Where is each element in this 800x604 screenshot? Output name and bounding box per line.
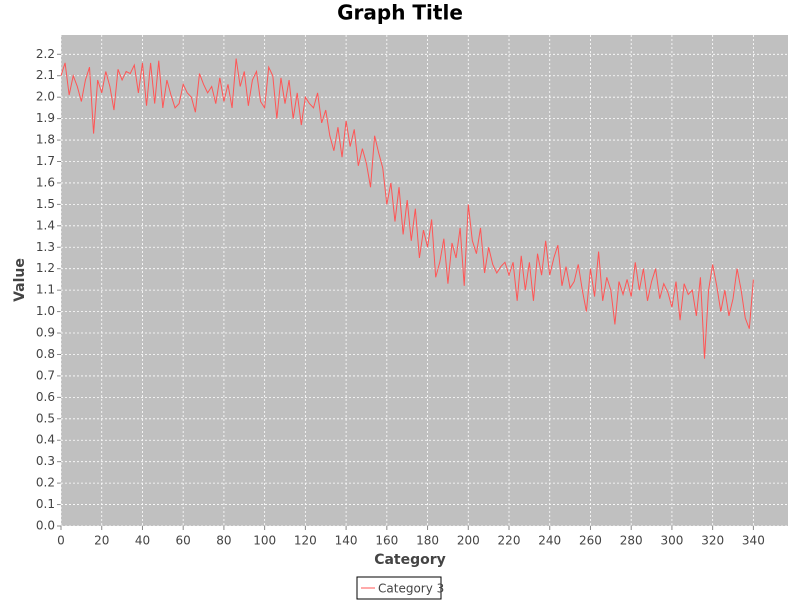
x-tick-label: 20: [94, 534, 109, 548]
y-tick-label: 1.4: [36, 218, 55, 232]
y-tick-label: 0.4: [36, 433, 55, 447]
x-tick-label: 280: [620, 534, 643, 548]
y-tick-label: 0.6: [36, 390, 55, 404]
y-tick-label: 0.3: [36, 454, 55, 468]
x-axis-label: Category: [374, 552, 446, 568]
chart-title: Graph Title: [337, 1, 463, 25]
y-tick-label: 1.9: [36, 111, 55, 125]
y-tick-label: 0.2: [36, 476, 55, 490]
y-tick-label: 1.7: [36, 154, 55, 168]
y-tick-label: 0.0: [36, 519, 55, 533]
x-tick-label: 80: [216, 534, 231, 548]
x-tick-label: 140: [335, 534, 358, 548]
x-tick-label: 160: [375, 534, 398, 548]
legend-label: Category 3: [378, 582, 444, 596]
x-tick-label: 0: [57, 534, 65, 548]
y-tick-label: 1.3: [36, 240, 55, 254]
y-tick-label: 0.8: [36, 347, 55, 361]
y-tick-label: 1.0: [36, 304, 55, 318]
x-tick-label: 240: [538, 534, 561, 548]
y-tick-label: 2.0: [36, 90, 55, 104]
y-tick-label: 0.1: [36, 497, 55, 511]
y-axis-label: Value: [12, 258, 28, 302]
y-tick-label: 2.2: [36, 47, 55, 61]
line-series: [60, 58, 754, 359]
plot-area: [61, 35, 788, 526]
x-tick-label: 60: [176, 534, 191, 548]
y-tick-label: 2.1: [36, 68, 55, 82]
x-tick-label: 120: [294, 534, 317, 548]
legend-box: [356, 576, 442, 600]
x-tick-label: 300: [660, 534, 683, 548]
x-tick-label: 200: [457, 534, 480, 548]
x-tick-label: 40: [135, 534, 150, 548]
y-tick-label: 1.6: [36, 175, 55, 189]
y-tick-label: 1.1: [36, 283, 55, 297]
y-tick-label: 0.9: [36, 326, 55, 340]
y-tick-label: 1.8: [36, 133, 55, 147]
y-tick-label: 0.7: [36, 368, 55, 382]
x-tick-label: 320: [701, 534, 724, 548]
x-tick-label: 180: [416, 534, 439, 548]
y-tick-label: 1.2: [36, 261, 55, 275]
y-tick-label: 0.5: [36, 411, 55, 425]
x-tick-label: 340: [742, 534, 765, 548]
x-tick-label: 100: [253, 534, 276, 548]
x-tick-label: 220: [498, 534, 521, 548]
x-tick-label: 260: [579, 534, 602, 548]
y-tick-label: 1.5: [36, 197, 55, 211]
